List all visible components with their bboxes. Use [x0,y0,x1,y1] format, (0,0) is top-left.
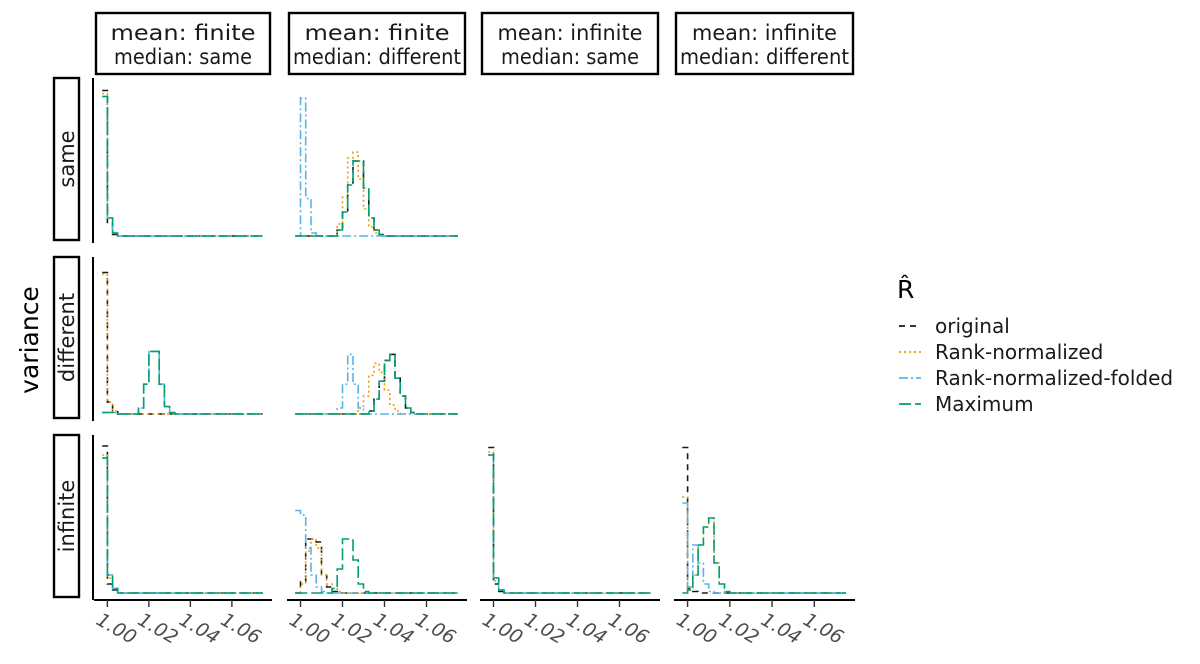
x-tick-label: 1.00 [286,609,334,649]
facet-panel [682,446,846,594]
series-line [295,97,458,237]
series-line [295,160,458,237]
legend-label: Rank-normalized [935,340,1103,364]
facet-panel [102,89,263,237]
row-strip-label: different [55,293,79,382]
column-strip-line2: median: same [114,45,252,69]
series-line [102,457,263,594]
row-strip: same [52,76,81,242]
series-line [295,353,458,415]
row-strip-box [52,255,81,420]
series-line [102,454,263,594]
series-line [102,92,263,237]
series-line [102,89,263,237]
series-line [102,273,263,415]
legend-item: Rank-normalized-folded [899,366,1173,390]
series-line [295,362,458,415]
legend-item: Maximum [899,392,1034,416]
series-line [488,454,651,594]
facet-panel [295,353,458,415]
series-line [102,271,263,415]
facet-panel [295,97,458,237]
legend-title: R̂ [897,275,914,304]
column-strip-box [287,11,467,76]
column-strip-line2: median: different [680,45,849,69]
series-line [488,454,651,594]
x-tick-label: 1.06 [217,609,265,649]
series-line [295,509,458,594]
legend: R̂ originalRank-normalizedRank-normalized… [897,275,1173,416]
column-strip-line1: mean: infinite [498,21,643,45]
x-tick-label: 1.02 [328,609,376,649]
x-tick-label: 1.06 [605,609,653,649]
row-strip: different [52,255,81,420]
series-line [682,517,846,594]
series-line [102,95,263,237]
x-tick-label: 1.06 [412,609,460,649]
series-line [102,95,263,237]
series-line [102,445,263,594]
series-line [102,350,263,415]
row-strip-box [52,433,81,599]
row-strip-label: same [55,130,79,187]
facet-panel [295,509,458,594]
x-tick-label: 1.00 [479,609,527,649]
column-strip-line2: median: same [501,45,639,69]
series-line [295,538,458,594]
series-line [488,451,651,594]
x-tick-label: 1.06 [799,609,847,649]
x-tick-label: 1.04 [370,609,418,649]
x-tick-label: 1.04 [757,609,805,649]
x-tick-label: 1.00 [93,609,141,649]
series-line [295,151,458,237]
y-axis-label: variance [15,286,44,394]
series-line [488,446,651,594]
facet-panel [102,271,263,415]
series-line [682,446,846,594]
series-line [682,496,846,594]
column-strip-box [480,11,660,76]
row-facet-strips: same different infinite [52,76,81,599]
facet-panel [102,445,263,594]
column-strip-line2: median: different [293,45,461,69]
x-tick-label: 1.04 [563,609,611,649]
series-line [295,538,458,594]
column-strip-line1: mean: finite [111,21,256,45]
axes: 1.001.021.041.06 1.001.021.041.06 1.001.02… [92,78,855,649]
x-tick-label: 1.00 [673,609,721,649]
legend-item: original [899,314,1010,338]
legend-label: Rank-normalized-folded [935,366,1173,390]
legend-item: Rank-normalized [899,340,1103,364]
series-line [295,353,458,415]
column-strip-line1: mean: infinite [692,21,837,45]
x-tick-label: 1.02 [715,609,763,649]
series-line [295,353,458,415]
facet-panels [102,89,846,594]
legend-label: Maximum [935,392,1034,416]
row-strip: infinite [52,433,81,599]
row-strip-box [52,76,81,242]
column-strip-line1: mean: finite [305,21,450,45]
row-strip-label: infinite [55,480,79,553]
series-line [295,160,458,237]
column-strip-box [674,11,855,76]
x-tick-label: 1.04 [176,609,224,649]
legend-label: original [935,314,1010,338]
series-line [295,538,458,594]
column-strip-box [94,11,272,76]
series-line [102,350,263,415]
series-line [102,457,263,594]
series-line [682,502,846,594]
facet-panel [488,446,651,594]
x-tick-label: 1.02 [521,609,569,649]
x-tick-label: 1.02 [134,609,182,649]
